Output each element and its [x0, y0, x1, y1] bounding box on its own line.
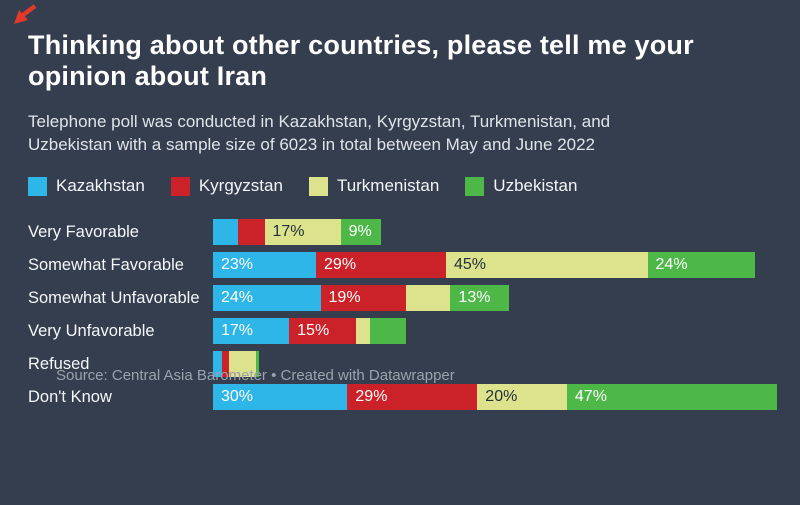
row-label: Very Unfavorable	[28, 321, 155, 340]
bar: 17% 15%	[213, 318, 406, 345]
bar-segment: 15%	[289, 318, 357, 345]
bar-segment	[255, 351, 259, 378]
chart-card: Thinking about other countries, please t…	[28, 0, 788, 417]
legend-label: Uzbekistan	[493, 176, 578, 196]
legend-swatch	[308, 176, 328, 196]
bar-segment: 30%	[213, 384, 348, 411]
legend-swatch	[170, 176, 190, 196]
red-arrow-down-left-icon	[14, 4, 37, 24]
bar-segment: 24%	[213, 285, 321, 312]
legend-swatch	[465, 176, 485, 196]
bar-segment-label: 20%	[485, 388, 518, 406]
chart-row: Very Unfavorable 17% 15%	[28, 318, 788, 345]
legend-item: Kazakhstan	[28, 176, 145, 196]
bar-segment	[228, 351, 256, 378]
bar-segment-label: 13%	[458, 289, 491, 307]
bar-segment-label: 17%	[272, 223, 305, 241]
bar-segment: 23%	[213, 252, 317, 279]
bar: 23% 29% 45% 24%	[213, 252, 756, 279]
bar-segment: 45%	[445, 252, 648, 279]
row-label: Very Favorable	[28, 222, 139, 241]
bar-segment: 17%	[264, 219, 341, 246]
chart-row: Somewhat Favorable 23% 29% 45% 24%	[28, 252, 788, 279]
bar-segment-label: 30%	[221, 388, 254, 406]
bar-segment	[356, 318, 370, 345]
bar-segment-label: 29%	[324, 256, 357, 274]
bar-segment	[221, 351, 229, 378]
legend-swatch	[28, 176, 47, 196]
legend-item: Kyrgyzstan	[170, 176, 283, 196]
bar-segment-label: 24%	[655, 256, 688, 274]
row-label: Somewhat Unfavorable	[28, 288, 200, 307]
bar-segment: 29%	[316, 252, 446, 279]
chart-row: Somewhat Unfavorable 24% 19% 13%	[28, 285, 788, 312]
bar-segment-label: 29%	[355, 388, 388, 406]
bar-segment	[405, 285, 451, 312]
bar-segment: 20%	[477, 384, 567, 411]
bar-segment: 47%	[566, 384, 778, 411]
row-label: Refused	[28, 354, 90, 373]
legend-item: Uzbekistan	[465, 176, 577, 196]
bar-segment	[213, 219, 238, 246]
bar-segment: 13%	[450, 285, 509, 312]
bar-segment: 9%	[340, 219, 381, 246]
legend-label: Kazakhstan	[56, 176, 145, 196]
bar-segment: 19%	[320, 285, 406, 312]
bar-segment	[237, 219, 265, 246]
legend-item: Turkmenistan	[308, 176, 440, 196]
bar: 24% 19% 13%	[213, 285, 509, 312]
bar-segment-label: 24%	[221, 289, 254, 307]
chart-row: Don't Know 30% 29% 20% 47%	[28, 384, 788, 411]
bar-segment: 17%	[213, 318, 290, 345]
bar-segment	[213, 351, 222, 378]
bar-segment-label: 23%	[221, 256, 254, 274]
chart-subtitle: Telephone poll was conducted in Kazakhst…	[28, 112, 611, 155]
page-title: Thinking about other countries, please t…	[28, 30, 694, 91]
bar: 30% 29% 20% 47%	[213, 384, 778, 411]
legend-label: Kyrgyzstan	[198, 176, 283, 196]
stacked-bar-chart: Very Favorable 17% 9% Somewhat Favorable 23%…	[28, 219, 788, 411]
bar-segment-label: 47%	[574, 388, 607, 406]
bar-segment: 24%	[647, 252, 756, 279]
bar-segment-label: 45%	[453, 256, 486, 274]
bar-segment-label: 9%	[348, 223, 372, 241]
chart-row: Very Favorable 17% 9%	[28, 219, 788, 246]
bar-segment	[369, 318, 406, 345]
bar-segment-label: 15%	[297, 322, 330, 340]
source-attribution: Source: Central Asia Barometer • Created…	[56, 367, 455, 385]
bar	[213, 351, 259, 378]
bar: 17% 9%	[213, 219, 381, 246]
bar-segment: 29%	[347, 384, 478, 411]
legend: Kazakhstan Kyrgyzstan Turkmenistan Uzbekist…	[28, 176, 788, 196]
row-label: Don't Know	[28, 387, 112, 406]
bar-segment-label: 17%	[221, 322, 254, 340]
chart-row: Refused	[28, 351, 788, 378]
bar-segment-label: 19%	[328, 289, 361, 307]
legend-label: Turkmenistan	[336, 176, 440, 196]
row-label: Somewhat Favorable	[28, 255, 184, 274]
